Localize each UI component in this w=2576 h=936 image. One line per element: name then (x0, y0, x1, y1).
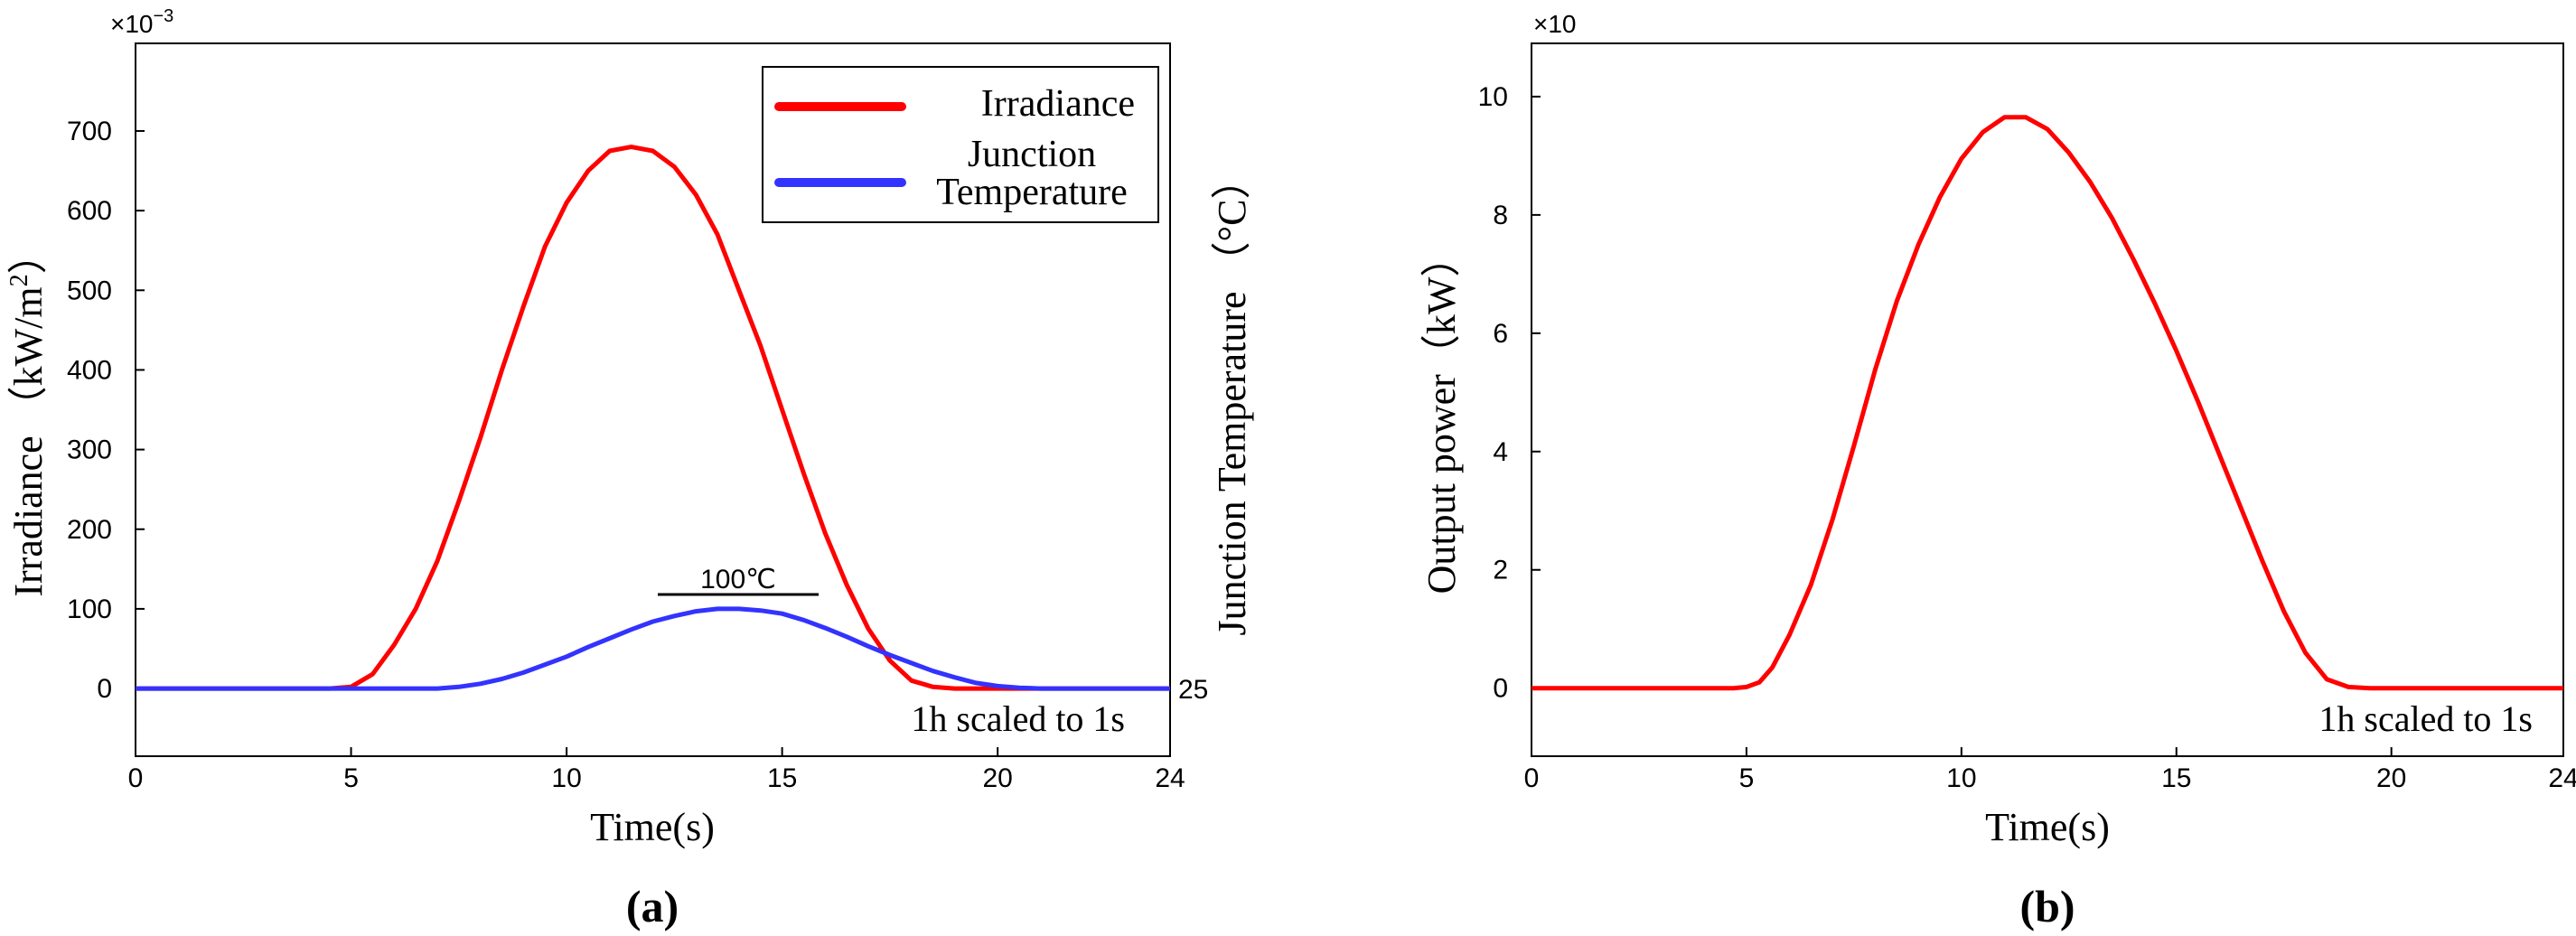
y-tick-label: 400 (67, 355, 112, 385)
x-tick-label: 20 (2376, 763, 2406, 793)
x-tick-label: 20 (982, 763, 1012, 793)
note-a: 1h scaled to 1s (911, 698, 1125, 739)
series-a (136, 145, 1170, 691)
x-tick-label: 5 (1739, 763, 1755, 793)
y-tick-label: 2 (1493, 556, 1508, 585)
x-tick-label: 15 (767, 763, 797, 793)
y-tick-label: 10 (1478, 82, 1508, 112)
plot-b-frame (1531, 42, 2564, 757)
y-multiplier-a: ×10−3 (110, 6, 173, 38)
y-tick-labels-a: 0 100 200 300 400 500 600 700 (67, 117, 145, 704)
x-tick-label: 0 (128, 763, 144, 793)
y-tick-label: 100 (67, 594, 112, 624)
panel-label-b: (b) (2019, 881, 2075, 931)
y-axis-label-b: Output power（kW） (1419, 238, 1464, 594)
note-b: 1h scaled to 1s (2318, 698, 2533, 739)
x-axis-label-a: Time(s) (590, 805, 715, 849)
y-tick-label: 300 (67, 435, 112, 465)
y-tick-label: 8 (1493, 201, 1508, 230)
x-axis-label-b: Time(s) (1985, 805, 2110, 849)
series-line-junction-temperature (136, 606, 1170, 691)
annotation-label: 100℃ (700, 565, 776, 594)
y-tick-label: 6 (1493, 319, 1508, 349)
x-tick-label: 10 (551, 763, 581, 793)
y-tick-label: 500 (67, 276, 112, 305)
y-tick-label: 700 (67, 117, 112, 146)
legend-label-junction-temperature-line1: Junction (968, 134, 1096, 175)
y-tick-label: 0 (97, 674, 112, 704)
x-tick-label: 24 (1155, 763, 1185, 793)
series-line-output-power (1532, 115, 2563, 691)
y2-axis-label-a: Junction Temperature （°C） (1210, 160, 1254, 636)
legend-box (762, 66, 1159, 223)
series-b (1532, 115, 2563, 691)
y-tick-label: 600 (67, 196, 112, 226)
x-tick-labels-b: 0 5 10 15 20 24 (1524, 747, 2576, 793)
y-multiplier-b: ×10 (1533, 10, 1577, 38)
x-tick-label: 0 (1524, 763, 1540, 793)
y2-tick-label-a: 25 (1178, 675, 1208, 705)
x-tick-label: 15 (2161, 763, 2191, 793)
series-line-irradiance (136, 145, 1170, 691)
y-tick-label: 4 (1493, 437, 1508, 467)
legend-label-irradiance: Irradiance (981, 83, 1135, 125)
y-tick-label: 200 (67, 515, 112, 545)
y-axis-label-a: Irradiance （kW/m2） (5, 234, 51, 596)
y-tick-label: 0 (1493, 674, 1508, 704)
y-tick-labels-b: 0 2 4 6 8 10 (1478, 82, 1541, 704)
panel-label-a: (a) (626, 881, 679, 931)
x-tick-labels-a: 0 5 10 15 20 24 (128, 747, 1185, 793)
x-tick-label: 24 (2548, 763, 2576, 793)
x-tick-label: 10 (1946, 763, 1976, 793)
legend-label-junction-temperature-line2: Temperature (936, 172, 1128, 213)
legend-a: Irradiance Junction Temperature (762, 66, 1159, 223)
x-tick-label: 5 (343, 763, 359, 793)
